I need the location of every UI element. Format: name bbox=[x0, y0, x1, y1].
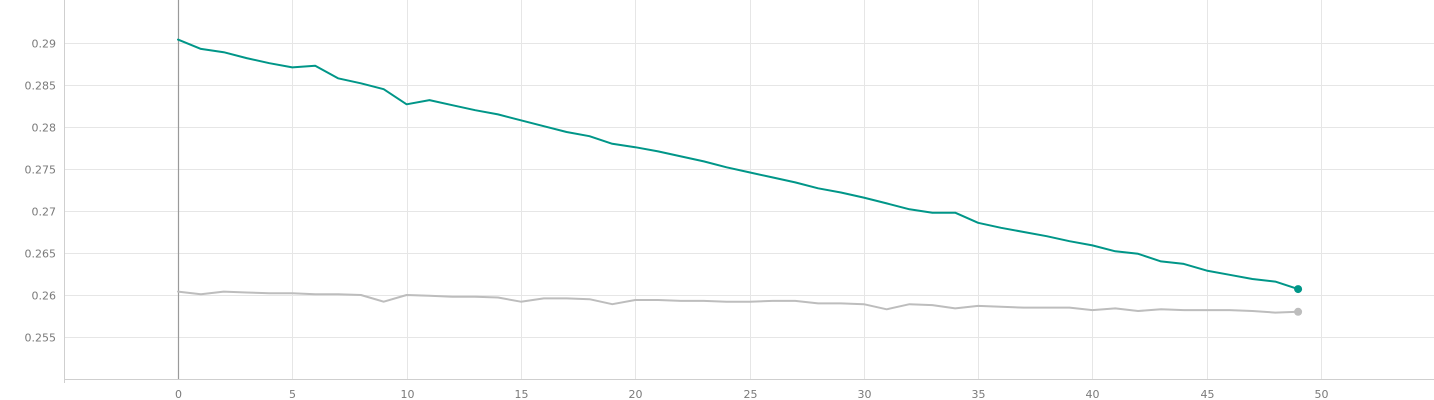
y-tick-label: 0.26 bbox=[32, 290, 57, 303]
x-tick-label: 5 bbox=[289, 388, 296, 400]
x-tick-label: 35 bbox=[972, 388, 986, 400]
x-tick-label: 15 bbox=[515, 388, 529, 400]
y-tick-label: 0.265 bbox=[25, 248, 57, 261]
x-tick-label: 10 bbox=[401, 388, 415, 400]
series-end-point-1 bbox=[1294, 307, 1303, 316]
series-group bbox=[177, 38, 1303, 316]
y-tick-label: 0.27 bbox=[32, 206, 57, 219]
x-tick-label: 25 bbox=[744, 388, 758, 400]
y-tick-label: 0.28 bbox=[32, 122, 57, 135]
series-end-point-0 bbox=[1294, 285, 1303, 294]
x-tick-label: 40 bbox=[1086, 388, 1100, 400]
y-tick-label: 0.255 bbox=[25, 332, 57, 345]
y-tick-label: 0.285 bbox=[25, 80, 57, 93]
grid bbox=[64, 0, 1434, 379]
y-tick-label: 0.29 bbox=[32, 38, 57, 51]
x-tick-label: 45 bbox=[1201, 388, 1215, 400]
x-tick-label: 50 bbox=[1315, 388, 1329, 400]
series-line-0 bbox=[177, 38, 1300, 291]
y-tick-label: 0.275 bbox=[25, 164, 57, 177]
x-tick-label: 30 bbox=[858, 388, 872, 400]
tick-labels: 0.255 0.26 0.265 0.27 0.275 0.28 0.285 0.29 0 5 10… bbox=[25, 38, 1329, 400]
x-tick-label: 0 bbox=[175, 388, 182, 400]
series-line-1 bbox=[177, 290, 1300, 314]
axes bbox=[64, 0, 1434, 383]
x-tick-label: 20 bbox=[629, 388, 643, 400]
